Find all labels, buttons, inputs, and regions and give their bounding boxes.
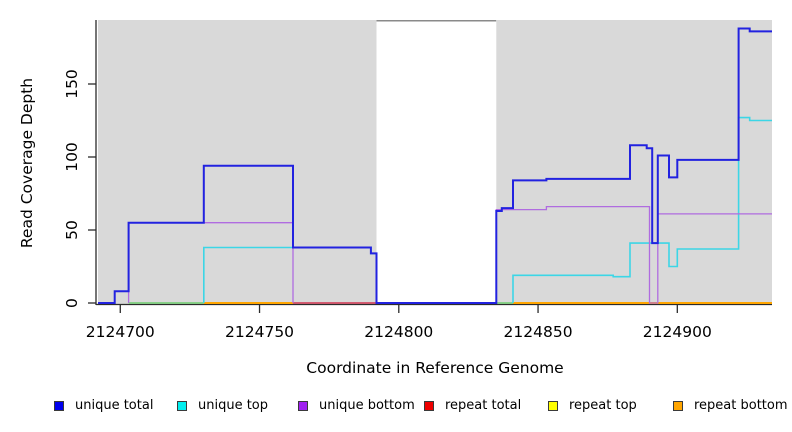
- legend-swatch-icon: [177, 400, 187, 411]
- legend-label: repeat bottom: [694, 398, 788, 413]
- y-axis-title: Read Coverage Depth: [18, 77, 36, 249]
- y-tick-label: 150: [63, 69, 81, 99]
- legend-item-repeat-top: repeat top: [548, 398, 637, 413]
- background-region: [98, 20, 377, 304]
- x-tick-label: 2124700: [86, 323, 155, 341]
- series-lines: [98, 27, 772, 304]
- legend: unique total unique top unique bottom repea…: [0, 398, 792, 420]
- legend-label: repeat top: [569, 398, 637, 413]
- legend-label: unique bottom: [319, 398, 415, 413]
- x-tick-label: 2124850: [504, 323, 573, 341]
- legend-swatch-icon: [673, 400, 683, 411]
- x-tick-label: 2124750: [225, 323, 294, 341]
- series-line-unique-top: [512, 116, 772, 303]
- y-tick-label: 50: [63, 220, 81, 240]
- x-axis-title: Coordinate in Reference Genome: [306, 359, 564, 377]
- background-region: [376, 20, 497, 304]
- x-tick-label: 2124900: [643, 323, 712, 341]
- y-tick-label: 100: [63, 142, 81, 172]
- legend-label: unique total: [75, 398, 154, 413]
- legend-item-repeat-total: repeat total: [424, 398, 521, 413]
- legend-item-unique-top: unique top: [177, 398, 268, 413]
- legend-swatch-icon: [424, 400, 434, 411]
- y-tick-label: 0: [63, 298, 81, 308]
- axes: 2124700 2124750 2124800 2124850 2124900 0 50 10…: [63, 20, 772, 341]
- series-line-unique-total: [98, 27, 772, 304]
- background-regions: [98, 20, 772, 304]
- legend-item-unique-bottom: unique bottom: [298, 398, 415, 413]
- legend-item-repeat-bottom: repeat bottom: [673, 398, 788, 413]
- legend-swatch-icon: [298, 400, 308, 411]
- background-region: [496, 20, 772, 304]
- x-tick-label: 2124800: [364, 323, 433, 341]
- legend-swatch-icon: [548, 400, 558, 411]
- legend-label: unique top: [198, 398, 269, 413]
- legend-label: repeat total: [445, 398, 522, 413]
- legend-swatch-icon: [54, 400, 64, 411]
- legend-item-unique-total: unique total: [54, 398, 153, 413]
